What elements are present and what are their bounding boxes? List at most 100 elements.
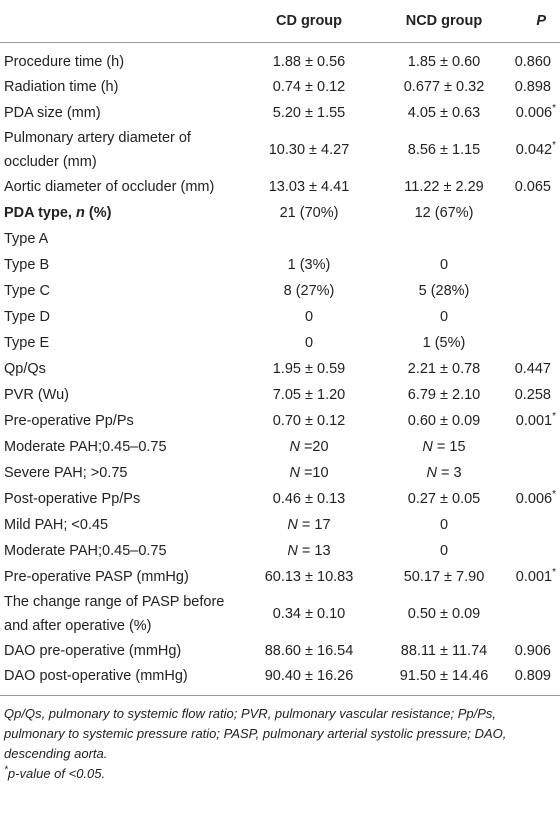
cell-text: The change range of PASP before and afte… — [4, 594, 225, 634]
table-row: Pre-operative Pp/Ps 0.70 ± 0.12 0.60 ± 0.0… — [0, 408, 560, 434]
cell-symbol: N — [426, 465, 437, 481]
cell-symbol: N — [422, 439, 433, 455]
p-cell: 0.006* — [510, 486, 560, 512]
cell-text: Type A — [4, 231, 49, 247]
table-row: Procedure time (h) 1.88 ± 0.56 1.85 ± 0.60… — [0, 43, 560, 75]
cell-text: 1.95 ± 0.59 — [272, 361, 346, 377]
cell-text: 1.88 ± 0.56 — [272, 54, 346, 70]
cell-symbol: N — [289, 465, 300, 481]
cell-text: 0.006 — [515, 105, 553, 121]
cell-text: 0.001 — [515, 569, 553, 585]
cell-text: 10.30 ± 4.27 — [268, 142, 350, 158]
cell-text: 0.34 ± 0.10 — [272, 606, 346, 622]
cell-text: 0.809 — [514, 668, 551, 684]
table-row: PDA size (mm) 5.20 ± 1.55 4.05 ± 0.63 0.006… — [0, 100, 560, 126]
ncd-cell: 0.27 ± 0.05 — [378, 486, 510, 512]
table-row: Moderate PAH;0.45–0.75 N =20 N = 15 — [0, 434, 560, 460]
cell-text: 13.03 ± 4.41 — [268, 179, 350, 195]
cd-cell: 1 (3%) — [240, 252, 378, 278]
cd-cell: 0.74 ± 0.12 — [240, 74, 378, 100]
cd-cell: N =20 — [240, 434, 378, 460]
cell-text: 7.05 ± 1.20 — [272, 387, 346, 403]
row-label: PDA type, n (%) — [0, 200, 240, 226]
p-cell — [510, 304, 560, 330]
cd-cell: 0 — [240, 330, 378, 356]
cell-value: = 13 — [297, 543, 331, 559]
row-label: Moderate PAH;0.45–0.75 — [0, 434, 240, 460]
cell-text: 0.46 ± 0.13 — [272, 491, 346, 507]
p-cell — [510, 200, 560, 226]
p-note: * — [552, 489, 556, 501]
ncd-cell: 0 — [378, 512, 510, 538]
cell-text: Post-operative Pp/Ps — [4, 491, 141, 507]
cell-value: = 17 — [297, 517, 331, 533]
table-row: Qp/Qs 1.95 ± 0.59 2.21 ± 0.78 0.447 — [0, 356, 560, 382]
p-cell — [510, 226, 560, 252]
row-label: Mild PAH; <0.45 — [0, 512, 240, 538]
table-row: DAO post-operative (mmHg) 90.40 ± 16.26 91… — [0, 664, 560, 696]
cell-text: 8.56 ± 1.15 — [407, 142, 481, 158]
cell-text: Radiation time (h) — [4, 79, 119, 95]
cell-text: 11.22 ± 2.29 — [404, 179, 484, 195]
ncd-cell: 0 — [378, 538, 510, 564]
p-note: * — [552, 103, 556, 115]
cell-text: 1.85 ± 0.60 — [407, 54, 481, 70]
header-cell: CD group — [240, 0, 378, 43]
row-label: Type E — [0, 330, 240, 356]
footnote-text: p-value of <0.05. — [7, 766, 106, 781]
table-row: Mild PAH; <0.45 N = 17 0 — [0, 512, 560, 538]
table-row: DAO pre-operative (mmHg) 88.60 ± 16.54 88.… — [0, 638, 560, 664]
cell-text: 12 (67%) — [414, 205, 474, 221]
cell-text: 5.20 ± 1.55 — [272, 105, 346, 121]
p-cell: 0.258 — [510, 382, 560, 408]
cell-text: DAO post-operative (mmHg) — [4, 668, 188, 684]
cell-text: 0 — [304, 335, 314, 351]
row-label: PVR (Wu) — [0, 382, 240, 408]
cell-text: 0.065 — [514, 179, 551, 195]
row-label: Procedure time (h) — [0, 43, 240, 75]
cell-text: 0.447 — [514, 361, 551, 377]
cell-text: 5 (28%) — [418, 283, 470, 299]
cd-cell: N = 17 — [240, 512, 378, 538]
cell-text: Moderate PAH;0.45–0.75 — [4, 543, 167, 559]
row-label: PDA size (mm) — [0, 100, 240, 126]
cell-text: 1 (3%) — [287, 257, 331, 273]
cell-text: 8 (27%) — [283, 283, 335, 299]
cd-cell — [240, 226, 378, 252]
cell-value: = 15 — [432, 439, 466, 455]
cell-value: =10 — [299, 465, 329, 481]
cd-cell: 0 — [240, 304, 378, 330]
p-cell — [510, 252, 560, 278]
cell-symbol: N — [289, 439, 300, 455]
cell-text: Aortic diameter of occluder (mm) — [4, 179, 215, 195]
row-label: Type C — [0, 278, 240, 304]
ncd-cell: 2.21 ± 0.78 — [378, 356, 510, 382]
cell-text: 88.11 ± 11.74 — [400, 643, 488, 659]
cell-text: 0.677 ± 0.32 — [403, 79, 485, 95]
ncd-cell: 88.11 ± 11.74 — [378, 638, 510, 664]
table-row: PVR (Wu) 7.05 ± 1.20 6.79 ± 2.10 0.258 — [0, 382, 560, 408]
table-row: Post-operative Pp/Ps 0.46 ± 0.13 0.27 ± 0.… — [0, 486, 560, 512]
row-label: Radiation time (h) — [0, 74, 240, 100]
cell-text: 0.60 ± 0.09 — [407, 413, 481, 429]
row-label: Pre-operative Pp/Ps — [0, 408, 240, 434]
cell-text: 0.898 — [514, 79, 551, 95]
cell-text: Type E — [4, 335, 50, 351]
cell-text: 0 — [439, 309, 449, 325]
cell-text: 50.17 ± 7.90 — [403, 569, 485, 585]
cell-symbol: N — [287, 543, 298, 559]
p-cell: 0.809 — [510, 664, 560, 696]
cell-text: 6.79 ± 2.10 — [407, 387, 481, 403]
p-cell — [510, 512, 560, 538]
cd-cell: 13.03 ± 4.41 — [240, 174, 378, 200]
p-cell — [510, 434, 560, 460]
row-label: Severe PAH; >0.75 — [0, 460, 240, 486]
cell-value: = 3 — [436, 465, 462, 481]
ncd-cell: 1.85 ± 0.60 — [378, 43, 510, 75]
p-note: * — [552, 140, 556, 152]
header-cell: P — [510, 0, 560, 43]
cell-text: Procedure time (h) — [4, 54, 125, 70]
cd-cell: 88.60 ± 16.54 — [240, 638, 378, 664]
cell-text: 0 — [304, 309, 314, 325]
